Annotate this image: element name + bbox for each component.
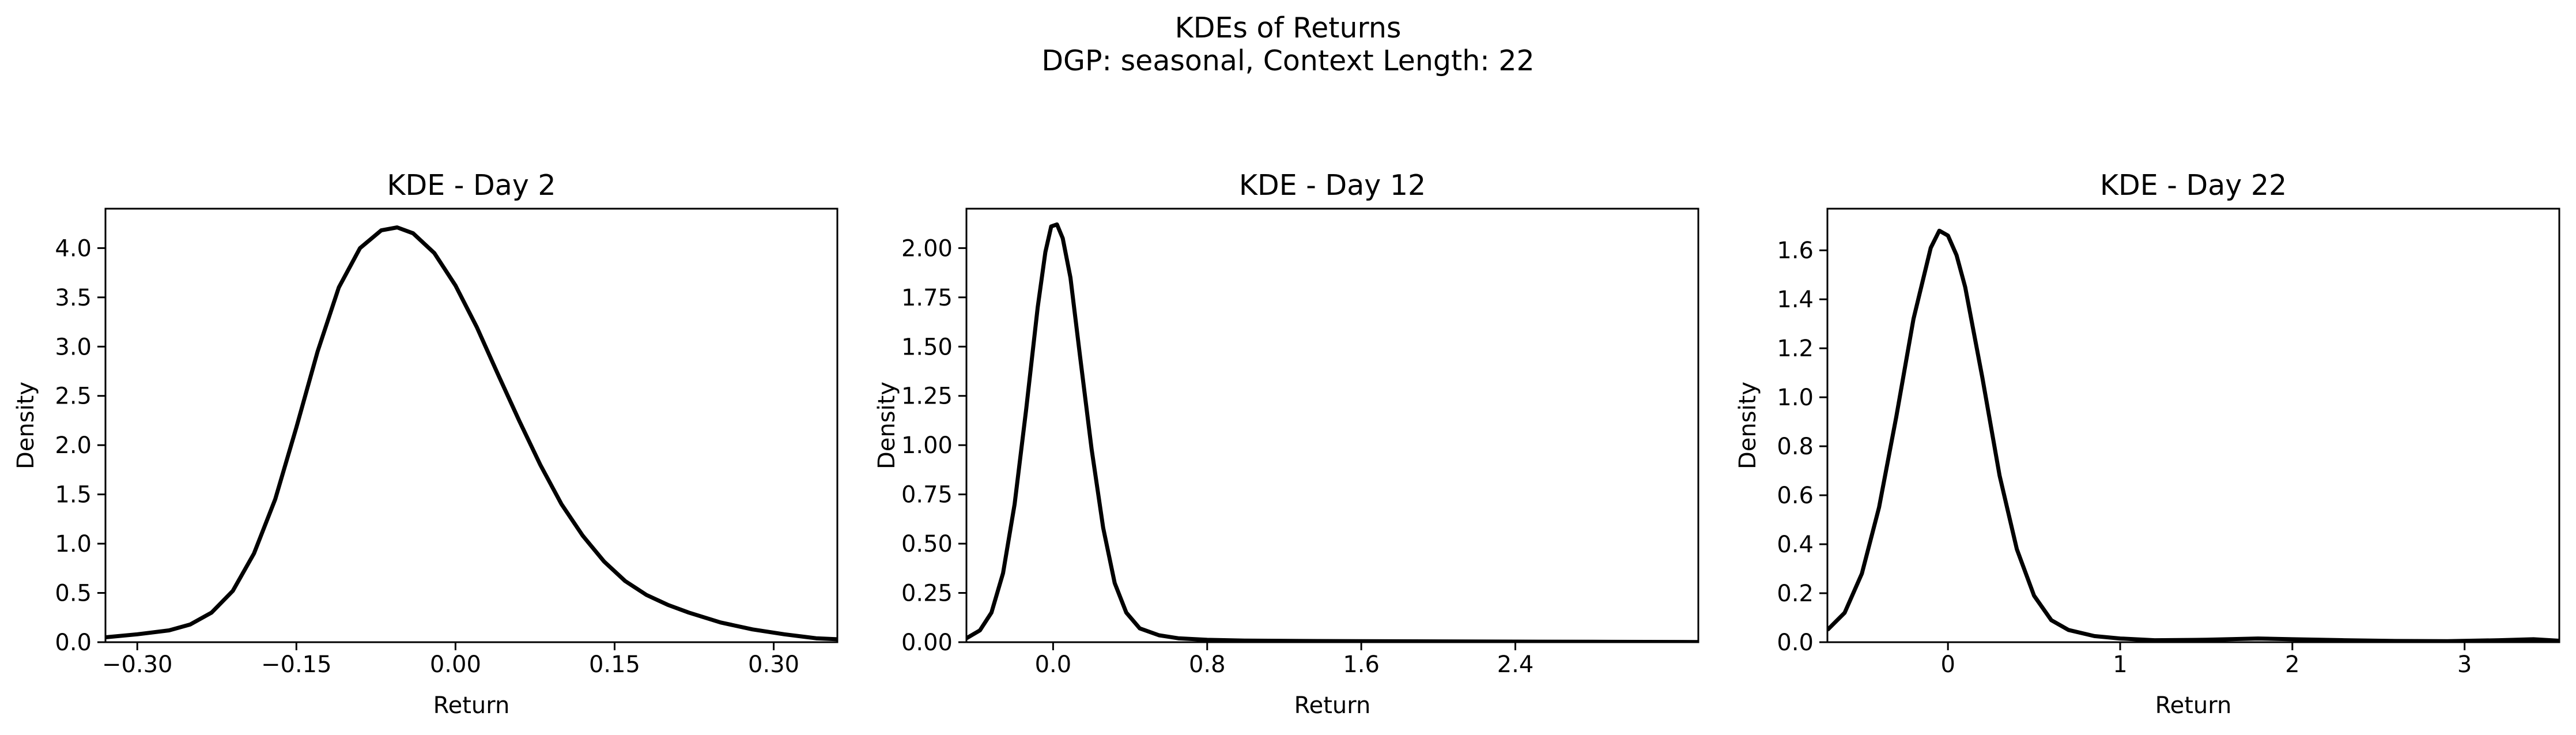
x-tick-label: −0.30 xyxy=(102,651,173,678)
y-tick-label: 2.5 xyxy=(55,383,92,410)
y-tick-label: 1.25 xyxy=(901,383,953,410)
y-tick-label: 0.6 xyxy=(1777,483,1814,509)
x-tick-label: 3 xyxy=(2457,651,2472,678)
kde-density-curve xyxy=(966,222,1698,642)
x-tick-label: 0 xyxy=(1940,651,1955,678)
y-axis-label: Density xyxy=(1735,382,1761,469)
y-tick-label: 0.0 xyxy=(55,630,92,656)
y-tick-label: 1.2 xyxy=(1777,336,1814,362)
y-axis-label: Density xyxy=(13,382,39,469)
x-tick-label: 1.6 xyxy=(1343,651,1380,678)
figure-title-line-2: DGP: seasonal, Context Length: 22 xyxy=(1041,44,1534,77)
x-tick-label: 0.0 xyxy=(1035,651,1072,678)
x-axis-label: Return xyxy=(1294,692,1371,719)
x-tick-label: 0.00 xyxy=(430,651,481,678)
y-tick-label: 0.25 xyxy=(901,581,953,607)
y-tick-label: 0.75 xyxy=(901,482,953,508)
kde-density-curve xyxy=(105,225,837,642)
subplot-title: KDE - Day 22 xyxy=(2100,169,2287,202)
axes-frame xyxy=(104,208,838,643)
y-tick-label: 1.4 xyxy=(1777,287,1814,313)
x-tick-label: 2 xyxy=(2285,651,2299,678)
y-tick-label: 2.0 xyxy=(55,432,92,459)
y-tick-label: 0.5 xyxy=(55,581,92,607)
x-tick-label: 0.15 xyxy=(589,651,640,678)
y-tick-label: 4.0 xyxy=(55,235,92,262)
y-tick-label: 1.0 xyxy=(1777,385,1814,411)
y-tick-label: 0.2 xyxy=(1777,581,1814,607)
y-tick-label: 0.0 xyxy=(1777,630,1814,656)
axes-frame xyxy=(1826,208,2560,643)
subplot-panels: KDE - Day 2−0.30 −0.15 0.00 0.15 0.300.00.51… xyxy=(13,169,2560,719)
y-tick-label: 3.5 xyxy=(55,285,92,311)
subplot-title: KDE - Day 2 xyxy=(387,169,556,202)
y-tick-label: 2.00 xyxy=(901,235,953,262)
subplot-1: KDE - Day 2 −0.30 −0.15 0.00 0.15 0.30 0.0 0.5 1… xyxy=(13,169,838,719)
y-tick-label: 1.0 xyxy=(55,531,92,557)
y-tick-label: 0.00 xyxy=(901,630,953,656)
y-tick-label: 3.0 xyxy=(55,334,92,360)
axes-frame xyxy=(965,208,1699,643)
y-tick-label: 0.50 xyxy=(901,531,953,557)
x-tick-label: −0.15 xyxy=(261,651,332,678)
subplot-3: KDE - Day 22 0 1 2 3 0.0 0.2 0.4 0.6 0.8 1.0 1.2 1.4… xyxy=(1735,169,2560,719)
x-axis-label: Return xyxy=(2155,692,2232,719)
x-tick-label: 2.4 xyxy=(1497,651,1534,678)
y-tick-label: 1.50 xyxy=(901,334,953,360)
y-axis-label: Density xyxy=(874,382,900,469)
subplot-title: KDE - Day 12 xyxy=(1239,169,1426,202)
x-tick-label: 1 xyxy=(2113,651,2127,678)
x-axis-label: Return xyxy=(433,692,510,719)
y-tick-label: 0.8 xyxy=(1777,434,1814,460)
kde-density-curve xyxy=(1827,228,2559,642)
y-tick-label: 1.6 xyxy=(1777,238,1814,264)
figure-title-line-1: KDEs of Returns xyxy=(1175,12,1402,44)
x-tick-label: 0.30 xyxy=(748,651,799,678)
y-tick-label: 0.4 xyxy=(1777,532,1814,558)
y-tick-label: 1.75 xyxy=(901,285,953,311)
x-tick-label: 0.8 xyxy=(1189,651,1226,678)
y-tick-label: 1.5 xyxy=(55,482,92,508)
y-tick-label: 1.00 xyxy=(901,432,953,459)
subplot-2: KDE - Day 12 0.0 0.8 1.6 2.4 0.00 0.25 0.50 0.75… xyxy=(874,169,1699,719)
